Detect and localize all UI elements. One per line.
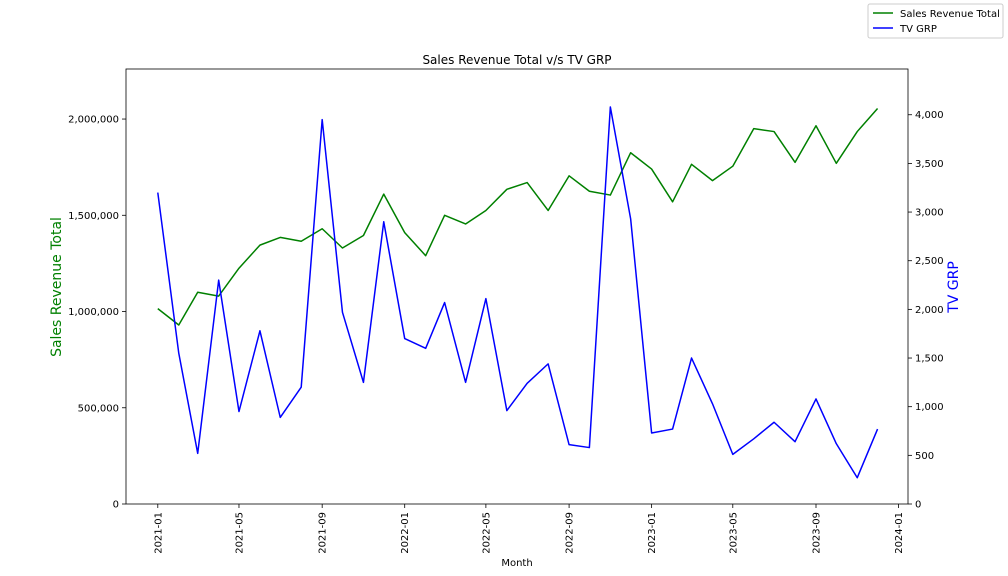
legend: Sales Revenue Total TV GRP	[867, 3, 1004, 39]
x-tick-label: 2021-01	[153, 512, 164, 554]
right-y-tick-label: 4,000	[915, 110, 944, 121]
right-y-tick-label: 2,000	[915, 305, 944, 316]
right-y-tick-label: 3,500	[915, 159, 944, 170]
x-tick-label: 2023-01	[647, 512, 658, 554]
right-y-tick-label: 2,500	[915, 256, 944, 267]
left-y-tick-label: 0	[113, 500, 119, 511]
left-y-axis-label: Sales Revenue Total	[49, 217, 65, 357]
right-y-tick-label: 1,500	[915, 354, 944, 365]
left-y-tick-label: 1,500,000	[68, 211, 119, 222]
x-tick-label: 2022-01	[400, 512, 411, 554]
x-tick-label: 2021-09	[318, 512, 329, 554]
x-axis-ticks: 2021-01 2021-05 2021-09 2022-01 2022-05 2022-…	[153, 504, 905, 554]
left-y-tick-label: 500,000	[78, 403, 119, 414]
chart-title: Sales Revenue Total v/s TV GRP	[422, 53, 611, 67]
right-y-tick-label: 0	[915, 500, 921, 511]
x-tick-label: 2022-09	[565, 512, 576, 554]
left-y-tick-label: 1,000,000	[68, 307, 119, 318]
series-line-sales-revenue-total	[157, 107, 879, 326]
left-y-tick-label: 2,000,000	[68, 115, 119, 126]
x-tick-label: 2022-05	[481, 512, 492, 554]
right-y-tick-label: 500	[915, 451, 934, 462]
right-y-tick-label: 3,000	[915, 208, 944, 219]
x-tick-label: 2021-05	[234, 512, 245, 554]
series-line-tv-grp	[157, 106, 879, 479]
legend-label-tv-grp: TV GRP	[899, 24, 937, 35]
right-y-axis-label: TV GRP	[946, 261, 962, 314]
x-tick-label: 2023-05	[728, 512, 739, 554]
x-tick-label: 2024-01	[894, 512, 905, 554]
series-lines	[157, 106, 879, 479]
plot-frame	[125, 68, 909, 505]
right-y-axis-ticks: 0 500 1,000 1,500 2,000 2,500 3,000 3,500 4,000	[908, 110, 944, 511]
legend-label-sales-revenue-total: Sales Revenue Total	[900, 9, 1000, 20]
x-tick-label: 2023-09	[812, 512, 823, 554]
right-y-tick-label: 1,000	[915, 402, 944, 413]
left-y-axis-ticks: 0 500,000 1,000,000 1,500,000 2,000,000	[68, 115, 126, 511]
legend-box	[867, 3, 1004, 39]
x-axis-label: Month	[501, 558, 532, 569]
